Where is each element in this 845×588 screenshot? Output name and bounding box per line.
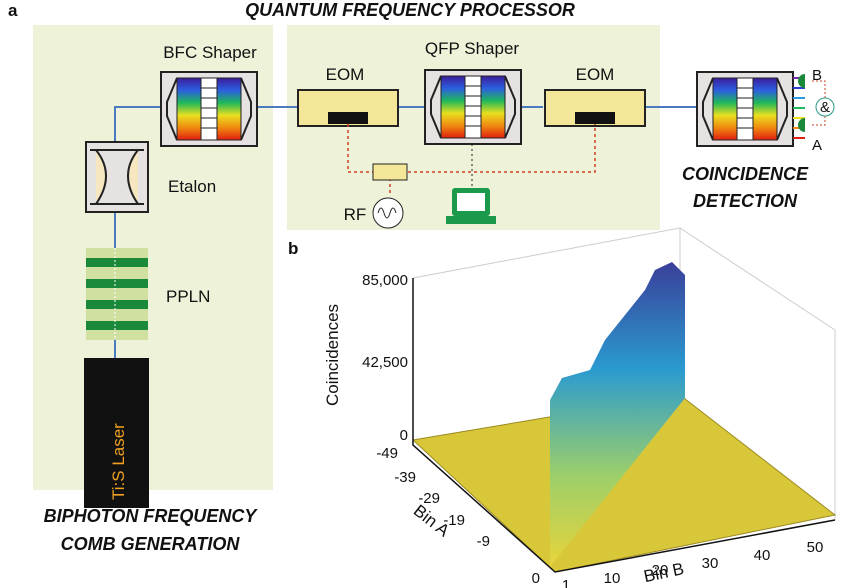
caption: DETECTION [693, 191, 798, 211]
bin-b-tick-label: 40 [754, 547, 771, 564]
bin-b-tick-label: 1 [562, 577, 570, 588]
fiber [114, 106, 697, 358]
qfp-title: QUANTUM FREQUENCY PROCESSOR [245, 0, 575, 20]
eom-electrode [328, 112, 368, 124]
keyboard [446, 216, 496, 224]
detector-b: B [812, 67, 822, 84]
bin-a-tick-label: -9 [477, 533, 490, 550]
panel-label: b [288, 239, 298, 258]
rf-amp [372, 163, 408, 181]
bin-b-tick-label: 50 [807, 539, 824, 556]
caption: COINCIDENCE [682, 164, 809, 184]
rf-label: RF [344, 205, 367, 224]
z-axis-title: Coincidences [323, 304, 342, 406]
laser-label: Ti:S Laser [109, 423, 128, 500]
screen [457, 193, 485, 211]
bfc-label: BFC Shaper [163, 43, 257, 62]
caption: COMB GENERATION [61, 534, 241, 554]
detector-shaper [696, 71, 794, 147]
sine [377, 207, 397, 219]
bin-a-tick-label: 0 [532, 570, 540, 587]
bin-b-tick-label: 20 [652, 562, 669, 579]
bin-a-tick-label: -19 [443, 512, 465, 529]
eom-electrode [575, 112, 615, 124]
rf-source [372, 197, 404, 229]
detector-a: A [812, 137, 822, 154]
z-tick-label: 0 [400, 427, 408, 444]
coincidence-gate: & [820, 99, 830, 116]
bfc-shaper [160, 71, 258, 147]
ridge [550, 262, 685, 567]
etalon-mirror [90, 149, 144, 205]
axis-line [412, 278, 836, 573]
ppln [86, 248, 148, 340]
laser [84, 358, 149, 508]
z-tick-label: 42,500 [362, 354, 408, 371]
bin-a-tick-label: -29 [418, 490, 440, 507]
bin-b-tick-label: 10 [604, 570, 621, 587]
detector-outputs [793, 74, 835, 139]
bin-a-tick-label: -39 [394, 469, 416, 486]
rf-line [347, 124, 596, 173]
z-tick-label: 85,000 [362, 272, 408, 289]
caption: BIPHOTON FREQUENCY [44, 506, 259, 526]
eom-label: EOM [576, 65, 615, 84]
qfp-label: QFP Shaper [425, 39, 520, 58]
bin-b-tick-label: 30 [702, 555, 719, 572]
bin-a-tick-label: -49 [376, 445, 398, 462]
etalon-label: Etalon [168, 177, 216, 196]
panel-a: a QUANTUM FREQUENCY PROCESSOR BFC Shaper… [8, 0, 835, 554]
etalon [85, 141, 149, 213]
qfp-shaper [424, 69, 522, 145]
eom-label: EOM [326, 65, 365, 84]
ppln-label: PPLN [166, 287, 210, 306]
panel-label: a [8, 1, 18, 20]
panel-b: b Coincidences Bin A Bin B 042,50085,000… [288, 227, 837, 588]
